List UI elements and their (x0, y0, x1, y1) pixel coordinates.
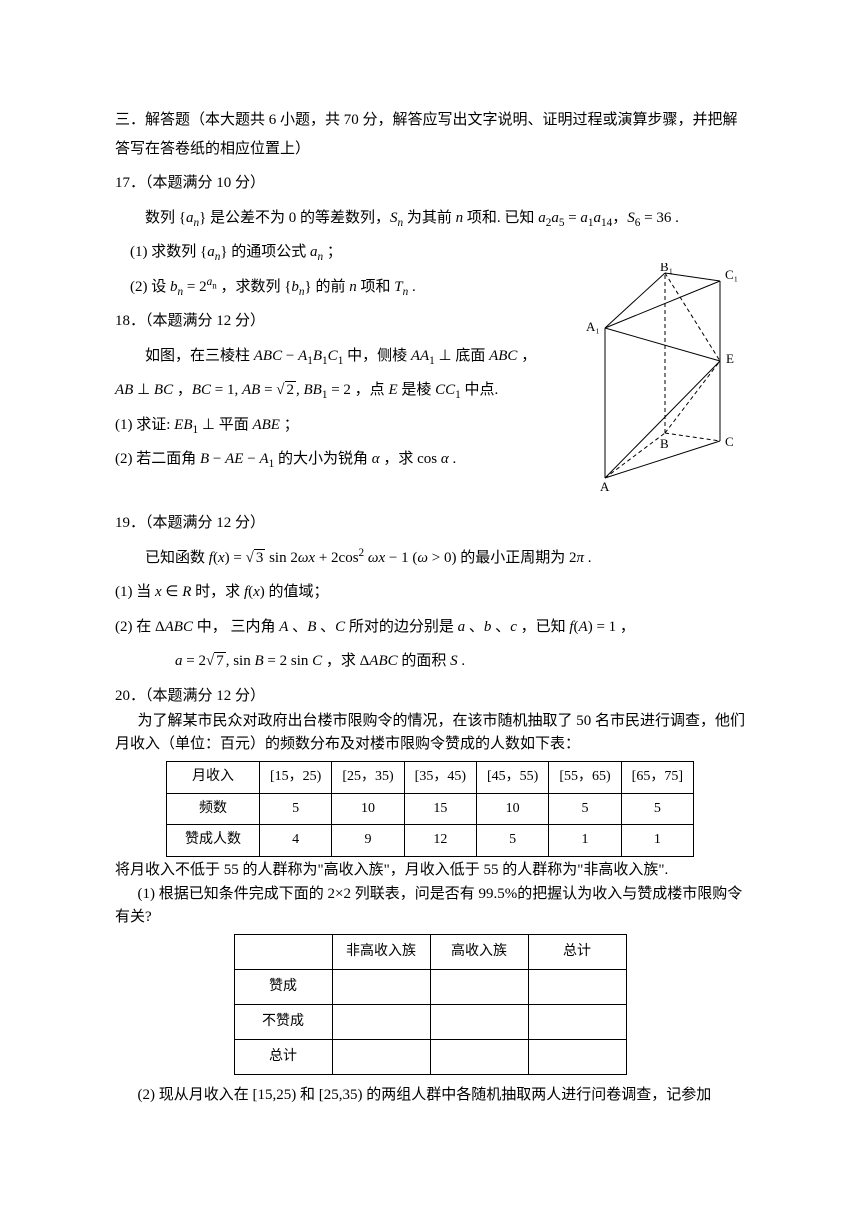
td-agree-2: 12 (404, 825, 476, 857)
td-freq-4: 5 (549, 793, 621, 825)
blank-row-total: 总计 (234, 1040, 626, 1075)
q19-part2: (2) 在 ΔABC 中， 三内角 A 、B 、C 所对的边分别是 a 、b 、… (115, 613, 745, 642)
bt-blank (234, 935, 332, 970)
label-B: B (660, 436, 669, 451)
label-B1: B₁ (660, 263, 673, 274)
q17-header: 17．（本题满分 10 分） (115, 169, 745, 198)
blank-row-header: 非高收入族 高收入族 总计 (234, 935, 626, 970)
td-freq-3: 10 (477, 793, 549, 825)
td-agree-5: 1 (621, 825, 693, 857)
q20-part2: (2) 现从月收入在 [15,25) 和 [25,35) 的两组人群中各随机抽取… (115, 1081, 745, 1110)
td-agree-3: 5 (477, 825, 549, 857)
td-agree-0: 4 (260, 825, 332, 857)
blank-row-agree: 赞成 (234, 970, 626, 1005)
q19-points: （本题满分 12 分） (145, 515, 265, 531)
th-income: 月收入 (167, 762, 260, 794)
bt-col-nonhigh: 非高收入族 (332, 935, 430, 970)
q17-number: 17． (115, 175, 145, 191)
q17-body: 数列 {an} 是公差不为 0 的等差数列，Sn 为其前 n 项和. 已知 a2… (115, 204, 745, 233)
q17-points: （本题满分 10 分） (145, 175, 265, 191)
bt-row-total: 总计 (234, 1040, 332, 1075)
section-title: 三．解答题（本大题共 6 小题，共 70 分，解答应写出文字说明、证明过程或演算… (115, 106, 745, 163)
table-row-agree: 赞成人数 4 9 12 5 1 1 (167, 825, 694, 857)
td-agree-4: 1 (549, 825, 621, 857)
bt-col-high: 高收入族 (430, 935, 528, 970)
td-agree-label: 赞成人数 (167, 825, 260, 857)
label-C1: C₁ (725, 267, 738, 282)
td-freq-0: 5 (260, 793, 332, 825)
q19-intro: 已知函数 f(x) = √3 sin 2ωx + 2cos2 ωx − 1 (ω… (115, 544, 745, 573)
td-agree-1: 9 (332, 825, 404, 857)
label-A: A (600, 479, 610, 493)
th-range-5: [65，75] (621, 762, 693, 794)
prism-figure: A B C A₁ B₁ C₁ E (570, 263, 745, 504)
q19-number: 19． (115, 515, 145, 531)
q19-part1: (1) 当 x ∈ R 时，求 f(x) 的值域； (115, 578, 745, 607)
bt-col-total: 总计 (528, 935, 626, 970)
q19-header: 19．（本题满分 12 分） (115, 509, 745, 538)
q20-number: 20． (115, 688, 145, 704)
bt-row-disagree: 不赞成 (234, 1005, 332, 1040)
label-A1: A₁ (586, 319, 600, 334)
contingency-table: 非高收入族 高收入族 总计 赞成 不赞成 总计 (234, 934, 627, 1075)
label-E: E (726, 351, 734, 366)
td-freq-label: 频数 (167, 793, 260, 825)
q18-number: 18． (115, 313, 145, 329)
q20-points: （本题满分 12 分） (145, 688, 265, 704)
q19-part2b: a = 2√7, sin B = 2 sin C ，求 ΔABC 的面积 S . (115, 647, 745, 676)
th-range-2: [35，45) (404, 762, 476, 794)
table-row-freq: 频数 5 10 15 10 5 5 (167, 793, 694, 825)
th-range-0: [15，25) (260, 762, 332, 794)
th-range-1: [25，35) (332, 762, 404, 794)
table-row-header: 月收入 [15，25) [25，35) [35，45) [45，55) [55，… (167, 762, 694, 794)
blank-row-disagree: 不赞成 (234, 1005, 626, 1040)
td-freq-5: 5 (621, 793, 693, 825)
bt-row-agree: 赞成 (234, 970, 332, 1005)
q20-intro: 为了解某市民众对政府出台楼市限购令的情况，在该市随机抽取了 50 名市民进行调查… (115, 710, 745, 755)
td-freq-1: 10 (332, 793, 404, 825)
td-freq-2: 15 (404, 793, 476, 825)
q20-mid: 将月收入不低于 55 的人群称为"高收入族"，月收入低于 55 的人群称为"非高… (115, 859, 745, 882)
th-range-4: [55，65) (549, 762, 621, 794)
label-C: C (725, 434, 734, 449)
q18-points: （本题满分 12 分） (145, 313, 265, 329)
q20-header: 20．（本题满分 12 分） (115, 682, 745, 711)
th-range-3: [45，55) (477, 762, 549, 794)
q20-part1: (1) 根据已知条件完成下面的 2×2 列联表，问是否有 99.5%的把握认为收… (115, 883, 745, 928)
income-table: 月收入 [15，25) [25，35) [35，45) [45，55) [55，… (166, 761, 694, 857)
